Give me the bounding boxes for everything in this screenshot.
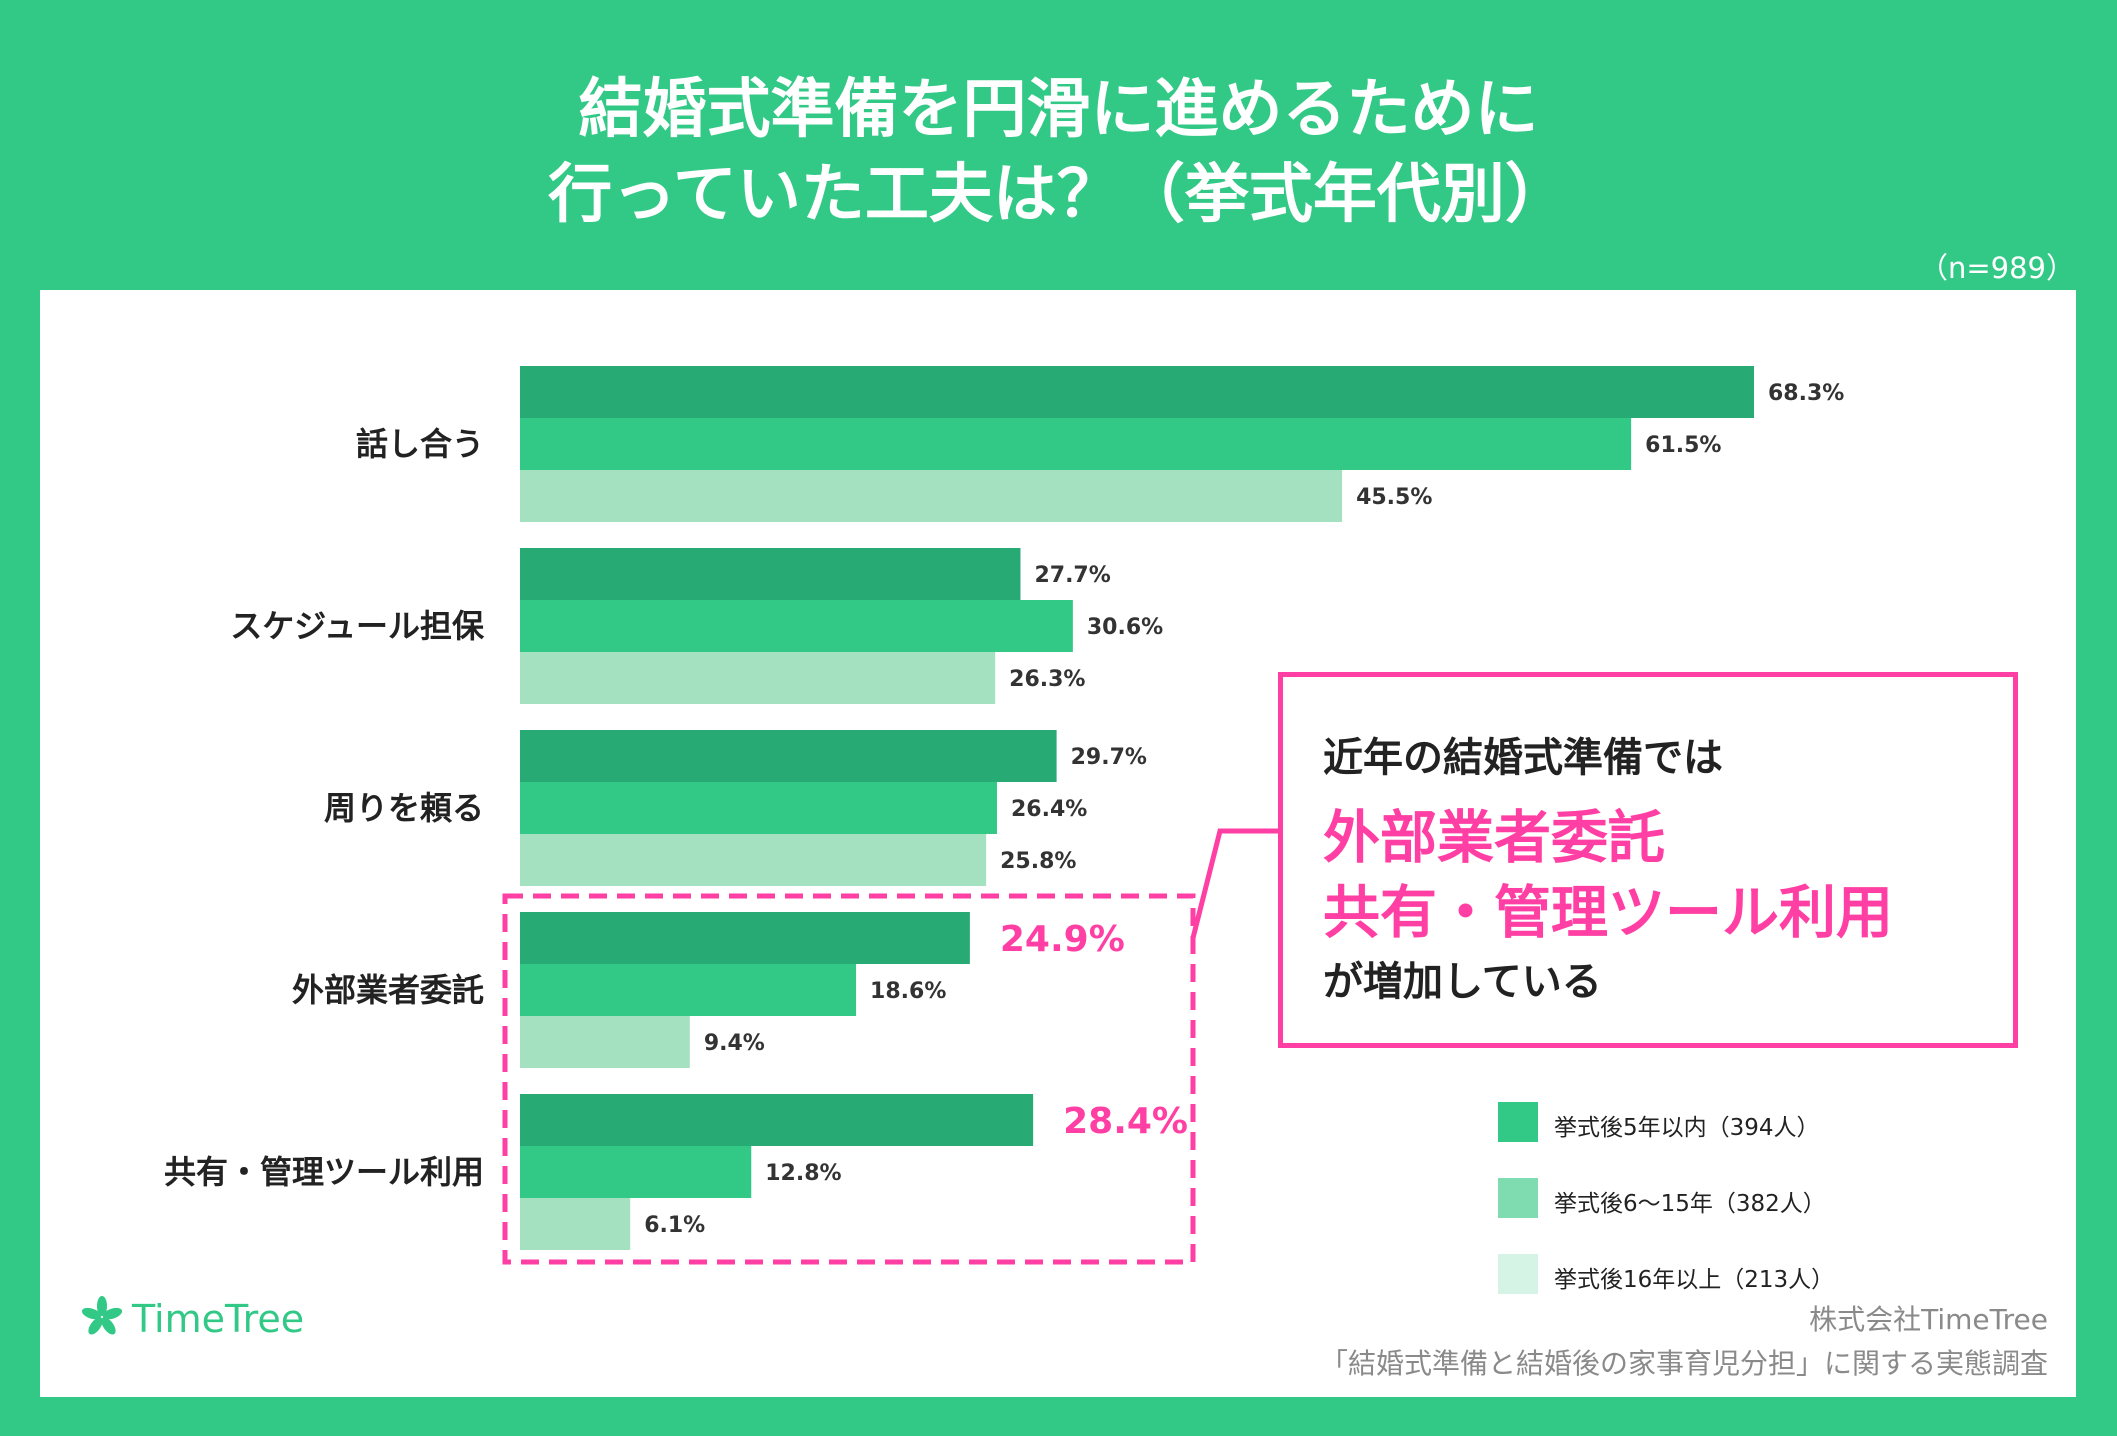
value-label: 29.7% [1071, 745, 1147, 770]
callout-highlight-shared-tools: 共有・管理ツール利用 [1323, 880, 1893, 946]
sample-size-label: （n=989） [1918, 251, 2075, 285]
value-label: 61.5% [1645, 433, 1721, 458]
bar [520, 912, 970, 964]
value-label: 45.5% [1356, 485, 1432, 510]
value-label: 24.9% [1000, 919, 1125, 960]
callout-connector-line [1190, 828, 1278, 939]
bar [520, 418, 1632, 470]
bar [520, 1094, 1034, 1146]
legend-swatch [1498, 1102, 1538, 1142]
bar [520, 652, 996, 704]
legend-item-within-5-years: 挙式後5年以内（394人） [1498, 1102, 1918, 1146]
legend-item-16-years-plus: 挙式後16年以上（213人） [1498, 1254, 1918, 1298]
bar [520, 782, 997, 834]
value-label: 25.8% [1000, 849, 1076, 874]
legend-swatch [1498, 1254, 1538, 1294]
highlight-dashed-box [502, 893, 1196, 1265]
legend-item-6-to-15-years: 挙式後6〜15年（382人） [1498, 1178, 1918, 1222]
bar-chart: 話し合う 68.3% 61.5% 45.5% スケジュール担保 27.7% 30.6% 26.… [164, 366, 1844, 1265]
bar [520, 366, 1754, 418]
bar [520, 730, 1057, 782]
insight-callout-box: 近年の結婚式準備では 外部業者委託 共有・管理ツール利用 が増加している [1278, 672, 2018, 1048]
value-label: 26.3% [1009, 667, 1085, 692]
callout-outro-text: が増加している [1323, 959, 1602, 1005]
chart-panel: 話し合う 68.3% 61.5% 45.5% スケジュール担保 27.7% 30.6% 26.… [40, 290, 2076, 1397]
credit-company: 株式会社TimeTree [1809, 1303, 2048, 1336]
value-label: 9.4% [704, 1031, 765, 1056]
bar [520, 470, 1343, 522]
timetree-leaf-icon [81, 1296, 123, 1335]
legend-swatch [1498, 1178, 1538, 1218]
legend-label: 挙式後16年以上（213人） [1554, 1267, 1835, 1293]
bar [520, 964, 857, 1016]
credit-survey-title: 「結婚式準備と結婚後の家事育児分担」に関する実態調査 [1319, 1347, 2048, 1380]
chart-title-line-2: 行っていた工夫は？（挙式年代別） [548, 158, 1569, 232]
value-label: 18.6% [870, 979, 946, 1004]
bar [520, 548, 1021, 600]
chart-title-line-1: 結婚式準備を円滑に進めるために [578, 73, 1539, 147]
callout-highlight-outsourcing: 外部業者委託 [1323, 805, 1665, 871]
category-label: 話し合う [356, 425, 484, 463]
category-label: 共有・管理ツール利用 [164, 1153, 484, 1191]
value-label: 28.4% [1063, 1101, 1188, 1142]
category-label: 外部業者委託 [292, 971, 484, 1009]
category-label: スケジュール担保 [230, 607, 485, 645]
bar [520, 1016, 690, 1068]
value-label: 30.6% [1087, 615, 1163, 640]
bar [520, 834, 987, 886]
bar [520, 600, 1073, 652]
legend-label: 挙式後5年以内（394人） [1554, 1115, 1820, 1141]
value-label: 27.7% [1034, 563, 1110, 588]
category-label: 周りを頼る [324, 789, 484, 827]
source-credit: 株式会社TimeTree 「結婚式準備と結婚後の家事育児分担」に関する実態調査 [1320, 1298, 2048, 1386]
bar [520, 1198, 631, 1250]
legend-label: 挙式後6〜15年（382人） [1554, 1191, 1826, 1217]
value-label: 26.4% [1011, 797, 1087, 822]
logo-wordmark: TimeTree [132, 1297, 305, 1341]
value-label: 68.3% [1768, 381, 1844, 406]
value-label: 6.1% [644, 1213, 705, 1238]
bar [520, 1146, 752, 1198]
callout-intro-text: 近年の結婚式準備では [1323, 735, 1723, 781]
value-label: 12.8% [765, 1161, 841, 1186]
